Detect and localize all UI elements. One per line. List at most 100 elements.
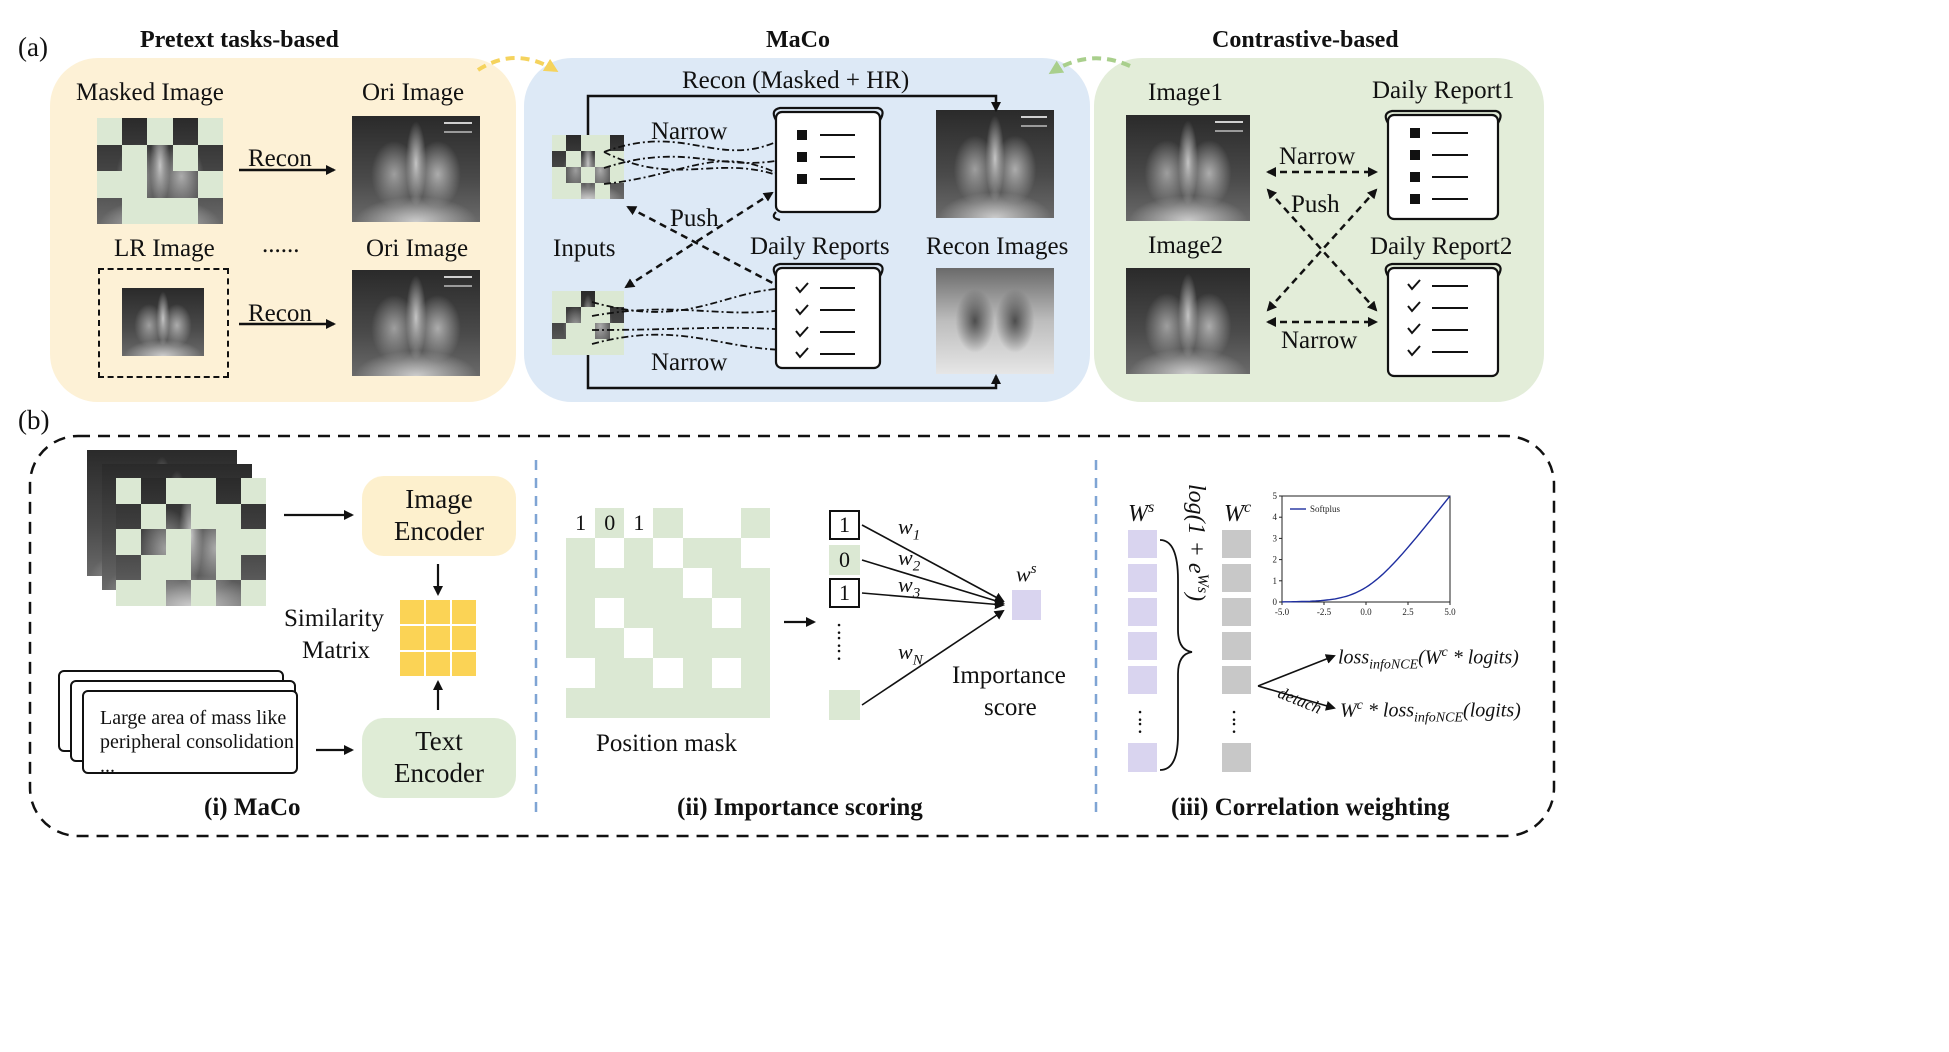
caption-maco: (i) MaCo bbox=[204, 794, 301, 821]
wc-cell-n bbox=[1222, 743, 1251, 772]
mask-cell-value: 1 bbox=[575, 510, 587, 535]
recon-top-loop bbox=[586, 94, 1001, 135]
lr-image-frame bbox=[98, 268, 229, 378]
contrastive-report1 bbox=[1384, 109, 1502, 221]
lr-xray-image bbox=[122, 288, 204, 356]
recon-bottom-loop bbox=[586, 355, 1001, 390]
contrastive-report2 bbox=[1384, 262, 1502, 378]
wc-ellipsis: :: bbox=[1231, 701, 1238, 738]
position-mask-label: Position mask bbox=[596, 730, 737, 757]
inputs-label: Inputs bbox=[553, 235, 616, 262]
text-encoder-line1: Text bbox=[415, 726, 463, 757]
stacked-image-front bbox=[116, 478, 266, 606]
loss2-label: Wc * lossinfoNCE(logits) bbox=[1340, 698, 1521, 726]
similarity-matrix bbox=[400, 600, 476, 676]
x-tick-label: 2.5 bbox=[1402, 607, 1414, 617]
ori-image-label-top: Ori Image bbox=[362, 79, 465, 106]
weight-2: w2 bbox=[898, 545, 921, 575]
image2-label: Image2 bbox=[1148, 232, 1223, 259]
text-encoder-line2: Encoder bbox=[394, 758, 484, 788]
softplus-line bbox=[1281, 495, 1451, 603]
x-tick-label: 5.0 bbox=[1444, 607, 1456, 617]
masked-image-label: Masked Image bbox=[76, 79, 224, 106]
x-tick-label: -2.5 bbox=[1317, 607, 1332, 617]
similarity-label-line2: Matrix bbox=[302, 637, 371, 664]
image1-label: Image1 bbox=[1148, 79, 1223, 106]
recon-masked-hr-label: Recon (Masked + HR) bbox=[682, 67, 910, 94]
ori-xray-image-top bbox=[352, 116, 480, 222]
ws-label: Ws bbox=[1128, 499, 1155, 527]
recon-label-bottom: Recon bbox=[248, 300, 312, 327]
image-encoder-line1: Image bbox=[405, 484, 473, 515]
softplus-chart: -5.0 -2.5 0.0 2.5 5.0 0 1 2 3 4 5 Softplus bbox=[1273, 491, 1457, 617]
y-tick-label: 3 bbox=[1273, 533, 1278, 543]
caption-correlation: (iii) Correlation weighting bbox=[1171, 794, 1450, 821]
y-tick-label: 4 bbox=[1273, 512, 1278, 522]
wc-label: Wc bbox=[1224, 499, 1252, 527]
report-text-line1: Large area of mass like bbox=[100, 707, 287, 729]
wc-column bbox=[1222, 530, 1251, 700]
ws-cell-n bbox=[1128, 743, 1157, 772]
daily-report1-label: Daily Report1 bbox=[1372, 77, 1515, 104]
x-tick-label: 0.0 bbox=[1360, 607, 1372, 617]
yellow-curved-arrow bbox=[476, 56, 559, 73]
x-tick-label: -5.0 bbox=[1275, 607, 1290, 617]
importance-score-cell bbox=[1012, 590, 1041, 620]
y-tick-label: 5 bbox=[1273, 491, 1278, 501]
vector-cell-3: 1 bbox=[829, 578, 860, 608]
maco-title: MaCo bbox=[766, 27, 830, 53]
importance-label-line2: score bbox=[984, 694, 1037, 721]
maco-narrow-lines-top bbox=[603, 134, 791, 185]
legend-label: Softplus bbox=[1310, 504, 1341, 514]
maco-push-arrow-2 bbox=[624, 191, 774, 289]
position-mask-grid: 1 0 1 bbox=[566, 508, 770, 718]
recon-image-top bbox=[936, 110, 1054, 218]
maco-report-top-items bbox=[797, 130, 807, 184]
image-encoder: Image Encoder bbox=[362, 476, 516, 556]
daily-report2-label: Daily Report2 bbox=[1370, 233, 1513, 260]
ws-column bbox=[1128, 530, 1157, 700]
similarity-label-line1: Similarity bbox=[284, 605, 384, 632]
lr-image-label: LR Image bbox=[114, 235, 215, 262]
y-tick-label: 1 bbox=[1273, 576, 1278, 586]
ori-image-label-bottom: Ori Image bbox=[366, 235, 469, 262]
maco-narrow-lines-bottom bbox=[591, 287, 791, 351]
ws-ellipsis: :: bbox=[1137, 701, 1144, 738]
report-page-front: Large area of mass like peripheral conso… bbox=[82, 690, 298, 777]
panel-label-b: (b) bbox=[18, 405, 50, 435]
chart-frame bbox=[1281, 495, 1451, 603]
caption-importance: (ii) Importance scoring bbox=[677, 794, 923, 821]
vector-cell-n bbox=[829, 690, 860, 720]
importance-label-line1: Importance bbox=[952, 662, 1066, 689]
mask-cell-value: 0 bbox=[595, 508, 625, 538]
panel-label-a: (a) bbox=[18, 32, 48, 62]
vector-ellipsis: : : : bbox=[836, 614, 843, 665]
output-ws: ws bbox=[1016, 561, 1037, 587]
loss1-label: lossinfoNCE(Wc * logits) bbox=[1338, 645, 1519, 673]
recon-label-top: Recon bbox=[248, 145, 312, 172]
maco-input-image-bottom bbox=[552, 291, 624, 355]
text-encoder: Text Encoder bbox=[362, 718, 516, 798]
report-text-line3: ... bbox=[100, 755, 115, 777]
contrastive-narrow-bottom: Narrow bbox=[1281, 327, 1358, 354]
masked-xray-image bbox=[97, 118, 223, 224]
maco-narrow-bottom: Narrow bbox=[651, 349, 728, 376]
ori-xray-image-bottom bbox=[352, 270, 480, 376]
weight-1: w1 bbox=[898, 514, 921, 544]
contrastive-image2 bbox=[1126, 268, 1250, 374]
pretext-title: Pretext tasks-based bbox=[140, 27, 339, 53]
green-curved-arrow bbox=[1048, 56, 1131, 75]
weight-n: wN bbox=[898, 639, 923, 669]
recon-images-label: Recon Images bbox=[926, 233, 1069, 260]
vector-cell-2: 0 bbox=[829, 545, 860, 575]
image-encoder-line2: Encoder bbox=[394, 516, 484, 546]
ellipsis: ...... bbox=[262, 231, 300, 258]
contrastive-push-arrow-2 bbox=[1266, 188, 1378, 312]
contrastive-image1 bbox=[1126, 115, 1250, 221]
